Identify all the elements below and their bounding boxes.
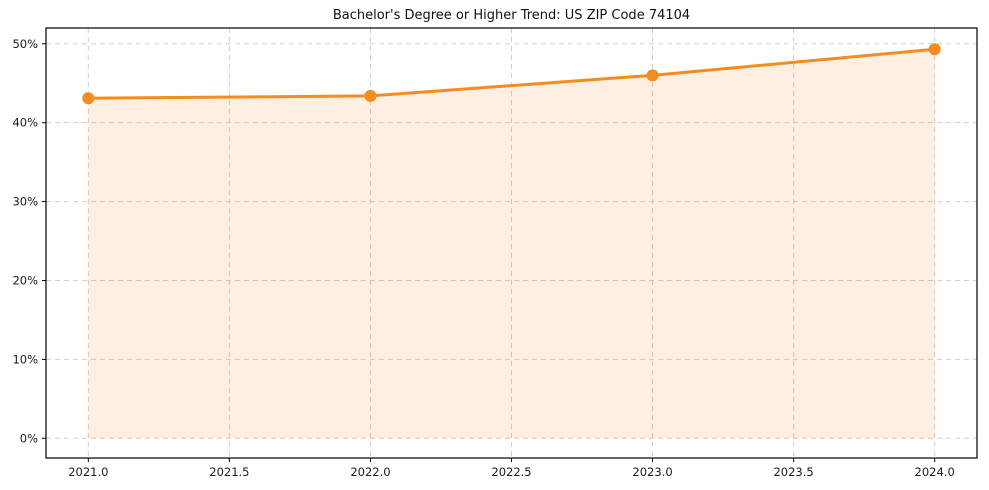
x-tick-label: 2022.5 — [491, 465, 531, 479]
y-tick-label: 10% — [12, 352, 38, 366]
plot-background — [46, 28, 977, 458]
data-point-marker — [928, 43, 941, 56]
data-point-marker — [364, 89, 377, 102]
x-tick-label: 2023.0 — [632, 465, 672, 479]
y-tick-label: 50% — [12, 37, 38, 51]
x-tick-label: 2022.0 — [350, 465, 390, 479]
x-tick-label: 2021.0 — [68, 465, 108, 479]
x-tick-label: 2024.0 — [915, 465, 955, 479]
y-tick-label: 20% — [12, 273, 38, 287]
trend-line — [86, 47, 937, 100]
x-tick-label: 2021.5 — [209, 465, 249, 479]
area-fill — [88, 49, 935, 439]
gridlines — [46, 28, 977, 458]
data-point-marker — [82, 92, 95, 105]
y-tick-label: 30% — [12, 195, 38, 209]
x-tick-label: 2023.5 — [773, 465, 813, 479]
data-point-marker — [646, 69, 659, 82]
y-tick-label: 0% — [20, 431, 38, 445]
y-tick-label: 40% — [12, 116, 38, 130]
